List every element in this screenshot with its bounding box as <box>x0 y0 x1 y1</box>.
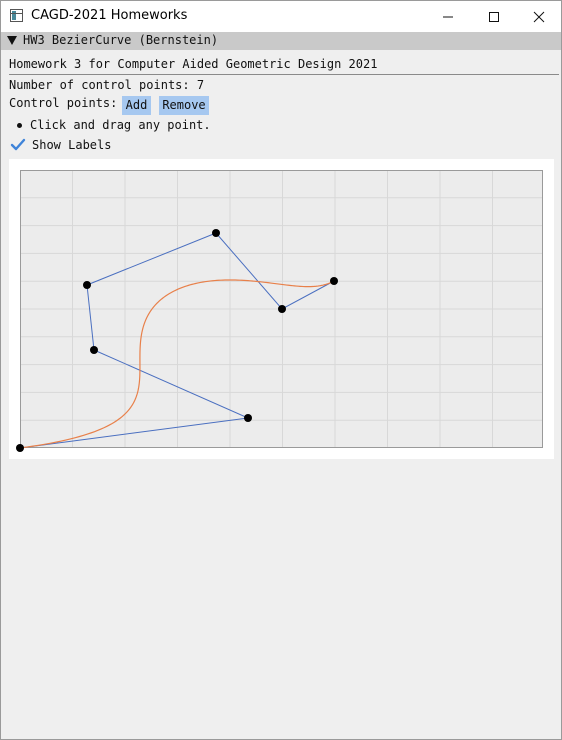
close-button[interactable] <box>516 1 562 32</box>
title-bar[interactable]: CAGD-2021 Homeworks <box>1 1 561 32</box>
checkmark-icon <box>10 138 26 151</box>
hint-text: Click and drag any point. <box>30 118 211 132</box>
show-labels-checkbox[interactable] <box>10 138 26 152</box>
separator <box>9 74 559 75</box>
collapsing-header[interactable]: HW3 BezierCurve (Bernstein) <box>1 32 561 50</box>
maximize-icon <box>489 11 499 22</box>
canvas-frame <box>9 159 554 459</box>
app-icon <box>10 9 23 22</box>
remove-button[interactable]: Remove <box>159 96 209 115</box>
description-text: Homework 3 for Computer Aided Geometric … <box>9 57 378 71</box>
control-point[interactable] <box>278 305 286 313</box>
close-icon <box>533 11 545 22</box>
control-point[interactable] <box>16 444 24 452</box>
add-button[interactable]: Add <box>122 96 151 115</box>
control-point[interactable] <box>83 281 91 289</box>
bezier-canvas[interactable] <box>9 159 554 459</box>
control-point-count: Number of control points: 7 <box>9 78 205 92</box>
bezier-curve <box>19 279 335 449</box>
canvas-border <box>20 170 543 448</box>
control-point[interactable] <box>330 277 338 285</box>
control-point[interactable] <box>244 414 252 422</box>
minimize-icon <box>443 16 453 17</box>
control-point[interactable] <box>212 229 220 237</box>
bullet-icon <box>17 123 22 128</box>
collapse-arrow-icon[interactable] <box>7 36 17 45</box>
control-point[interactable] <box>90 346 98 354</box>
header-label: HW3 BezierCurve (Bernstein) <box>23 33 219 47</box>
control-points-label: Control points: <box>9 96 118 110</box>
window-title: CAGD-2021 Homeworks <box>31 8 188 23</box>
show-labels-label[interactable]: Show Labels <box>32 138 112 152</box>
minimize-button[interactable] <box>425 1 471 32</box>
maximize-button[interactable] <box>471 1 517 32</box>
